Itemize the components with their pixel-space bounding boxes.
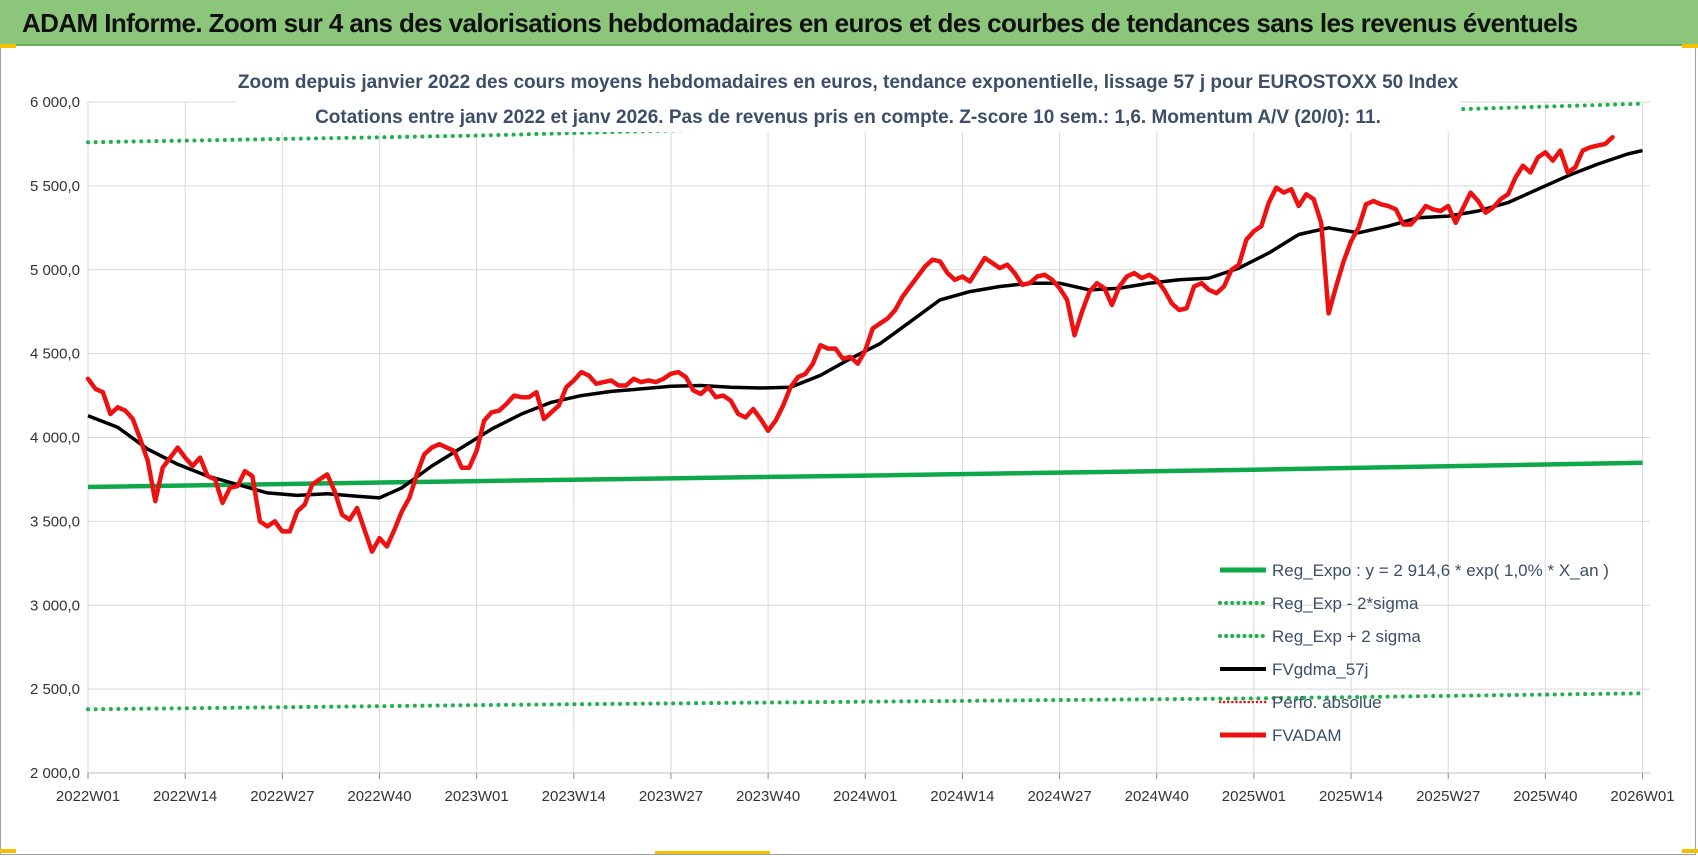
x-tick-label: 2025W14 bbox=[1319, 788, 1383, 805]
chart-title-line-1: Zoom depuis janvier 2022 des cours moyen… bbox=[238, 72, 1459, 93]
x-tick-label: 2025W40 bbox=[1513, 788, 1577, 805]
y-tick-label: 2 500,0 bbox=[30, 681, 80, 698]
x-tick-label: 2023W27 bbox=[639, 788, 703, 805]
x-tick-label: 2024W01 bbox=[833, 788, 897, 805]
legend-label-fvadam: FVADAM bbox=[1272, 726, 1342, 745]
report-banner: ADAM Informe. Zoom sur 4 ans des valoris… bbox=[0, 0, 1698, 46]
series-reg-exp-2-sigma bbox=[86, 101, 1645, 145]
x-tick-label: 2025W01 bbox=[1222, 788, 1286, 805]
x-tick-label: 2022W27 bbox=[250, 788, 314, 805]
y-tick-label: 5 000,0 bbox=[30, 262, 80, 279]
corner-mark-top-right bbox=[1682, 44, 1698, 48]
y-tick-label: 3 500,0 bbox=[30, 513, 80, 530]
bottom-marker bbox=[655, 851, 770, 854]
legend-label-reg_expo: Reg_Expo : y = 2 914,6 * exp( 1,0% * X_a… bbox=[1272, 561, 1609, 580]
chart-title-line-2: Cotations entre janv 2022 et janv 2026. … bbox=[315, 107, 1381, 128]
x-tick-label: 2026W01 bbox=[1610, 788, 1674, 805]
corner-mark-bottom-left bbox=[0, 849, 16, 853]
legend-label-perf: Perfo. absolue bbox=[1272, 693, 1382, 712]
chart-axes: 6 000,0 5 500,0 5 000,0 4 500,0 4 000,0 3 500… bbox=[30, 94, 1675, 805]
x-tick-label: 2022W14 bbox=[153, 788, 217, 805]
x-tick-label: 2022W01 bbox=[56, 788, 120, 805]
series-fvadam bbox=[85, 134, 1615, 554]
x-tick-label: 2024W14 bbox=[930, 788, 994, 805]
series-reg-expo bbox=[87, 460, 1643, 490]
x-tick-label: 2025W27 bbox=[1416, 788, 1480, 805]
legend-label-plus: Reg_Exp + 2 sigma bbox=[1272, 627, 1421, 646]
y-tick-label: 4 000,0 bbox=[30, 430, 80, 447]
chart-legend: Reg_Expo : y = 2 914,6 * exp( 1,0% * X_a… bbox=[1218, 561, 1609, 745]
x-tick-label: 2023W14 bbox=[542, 788, 606, 805]
corner-mark-top-left bbox=[0, 44, 16, 48]
x-tick-label: 2022W40 bbox=[347, 788, 411, 805]
y-tick-label: 5 500,0 bbox=[30, 178, 80, 195]
x-tick-label: 2024W27 bbox=[1027, 788, 1091, 805]
series-reg-exp-2-sigma bbox=[86, 691, 1645, 712]
x-tick-label: 2023W01 bbox=[445, 788, 509, 805]
legend-label-minus: Reg_Exp - 2*sigma bbox=[1272, 594, 1419, 613]
banner-title: ADAM Informe. Zoom sur 4 ans des valoris… bbox=[22, 8, 1578, 38]
y-tick-label: 6 000,0 bbox=[30, 94, 80, 111]
corner-mark-bottom-right bbox=[1682, 849, 1698, 853]
y-tick-label: 4 500,0 bbox=[30, 346, 80, 363]
chart-grid bbox=[87, 101, 1650, 774]
legend-label-fvgdma: FVgdma_57j bbox=[1272, 660, 1368, 679]
x-tick-label: 2023W40 bbox=[736, 788, 800, 805]
chart-title: Zoom depuis janvier 2022 des cours moyen… bbox=[238, 72, 1459, 128]
title-background bbox=[236, 66, 1460, 132]
x-tick-label: 2024W40 bbox=[1125, 788, 1189, 805]
y-tick-label: 2 000,0 bbox=[30, 765, 80, 782]
chart-series bbox=[85, 66, 1645, 712]
y-tick-label: 3 000,0 bbox=[30, 597, 80, 614]
